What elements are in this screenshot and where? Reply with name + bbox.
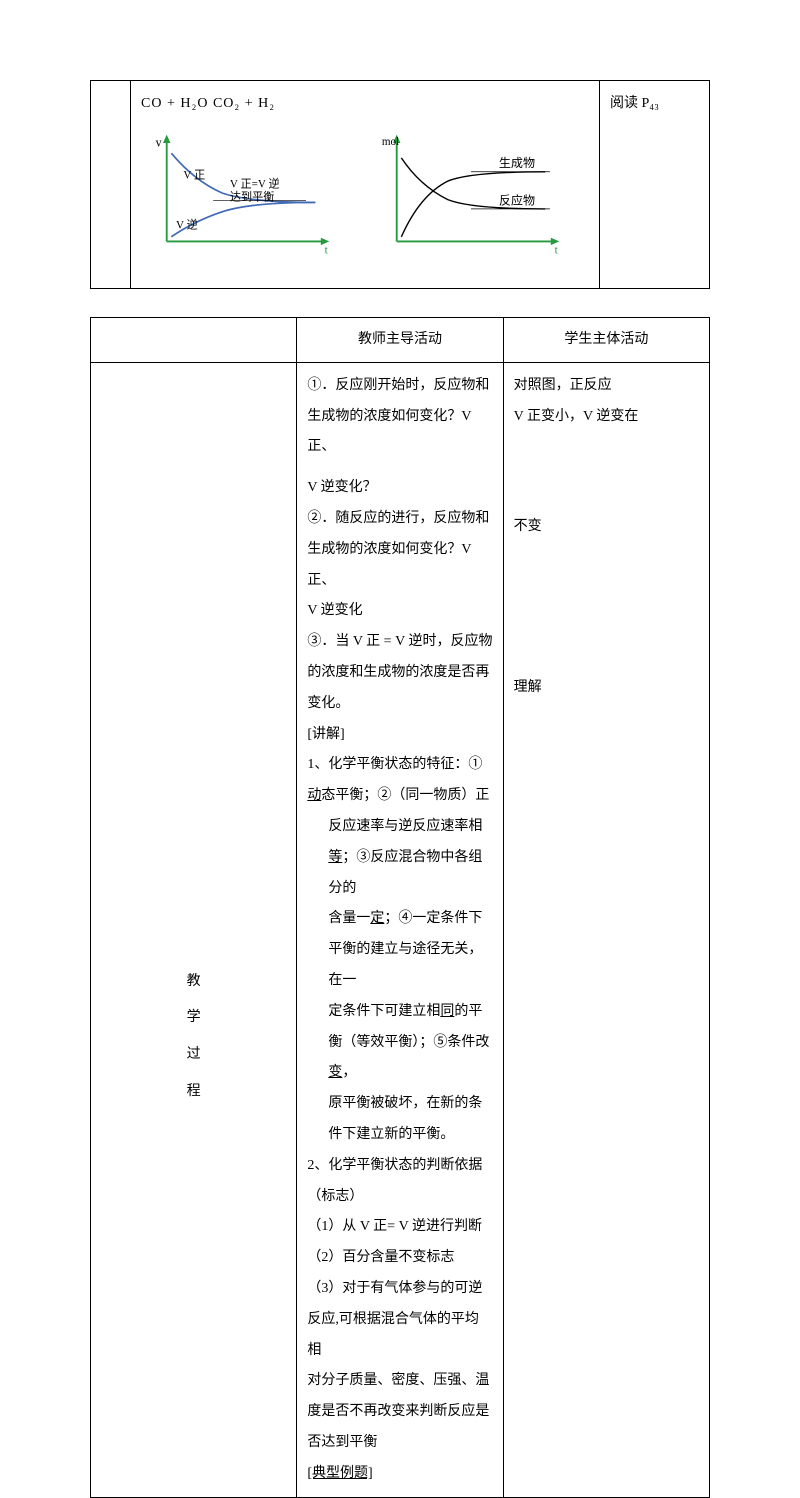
j3: （3）对于有气体参与的可逆反应,可根据混合气体的平均相 — [307, 1274, 492, 1366]
svg-text:v: v — [156, 136, 163, 150]
judge: 2、化学平衡状态的判断依据（标志） — [307, 1151, 492, 1213]
equation-table: CO + H₂O CO₂ + H₂ v t V 正 V 逆 — [90, 80, 710, 289]
mol-chart: mol t 生成物 反应物 — [371, 130, 571, 260]
q2b: V 逆变化 — [307, 596, 492, 627]
feat5: 原平衡被破坏，在新的条件下建立新的平衡。 — [307, 1089, 492, 1151]
feat2: 反应速率与逆反应速率相等；③反应混合物中各组分的 — [307, 812, 492, 904]
svg-text:t: t — [325, 244, 329, 256]
explain: [讲解] — [307, 720, 492, 751]
svg-text:生成物: 生成物 — [499, 156, 535, 170]
equation-text: CO + H₂O CO₂ + H₂ — [141, 89, 589, 120]
rate-chart: v t V 正 V 逆 V 正=V 逆 达到平衡 — [141, 130, 341, 260]
r2: V 正变小，V 逆变在 — [514, 402, 699, 433]
example: [典型例题] — [307, 1459, 492, 1490]
q1: ①．反应刚开始时，反应物和生成物的浓度如何变化？V 正、 — [307, 371, 492, 463]
feat1: 1、化学平衡状态的特征：①动态平衡；②（同一物质）正 — [307, 750, 492, 812]
header-empty — [91, 317, 297, 362]
svg-text:mol: mol — [382, 136, 399, 148]
student-activity: 对照图，正反应 V 正变小，V 逆变在 不变 理解 — [503, 362, 709, 1498]
q1b: V 逆变化？ — [307, 473, 492, 504]
j3c: 否达到平衡 — [307, 1428, 492, 1459]
j2: （2）百分含量不变标志 — [307, 1243, 492, 1274]
q3: ③．当 V 正 = V 逆时，反应物的浓度和生成物的浓度是否再 — [307, 627, 492, 689]
table1-left-empty — [91, 81, 131, 289]
q2: ②．随反应的进行，反应物和生成物的浓度如何变化？V 正、 — [307, 504, 492, 596]
r1: 对照图，正反应 — [514, 371, 699, 402]
svg-text:达到平衡: 达到平衡 — [230, 190, 275, 203]
j3b: 对分子质量、密度、压强、温度是否不再改变来判断反应是 — [307, 1366, 492, 1428]
teaching-table: 教师主导活动 学生主体活动 教 学 过 程 ①．反应刚开始时，反应物和生成物的浓… — [90, 317, 710, 1498]
header-student: 学生主体活动 — [503, 317, 709, 362]
chart-area: v t V 正 V 逆 V 正=V 逆 达到平衡 — [141, 130, 589, 260]
side-label: 教 学 过 程 — [91, 362, 297, 1498]
q3b: 变化。 — [307, 689, 492, 720]
table1-content: CO + H₂O CO₂ + H₂ v t V 正 V 逆 — [131, 81, 600, 289]
svg-text:t: t — [555, 244, 559, 256]
svg-text:V 正=V 逆: V 正=V 逆 — [230, 176, 280, 190]
feat4: 定条件下可建立相同的平衡（等效平衡）；⑤条件改变， — [307, 997, 492, 1089]
svg-text:V 逆: V 逆 — [176, 217, 198, 231]
svg-text:反应物: 反应物 — [499, 192, 535, 207]
r4: 理解 — [514, 673, 699, 704]
feat3: 含量一定；④一定条件下平衡的建立与途径无关，在一 — [307, 904, 492, 996]
header-teacher: 教师主导活动 — [297, 317, 503, 362]
r3: 不变 — [514, 512, 699, 543]
reading-note: 阅读 P₄₃ — [600, 81, 710, 289]
j1: （1）从 V 正= V 逆进行判断 — [307, 1212, 492, 1243]
svg-text:V 正: V 正 — [183, 169, 205, 181]
teacher-activity: ①．反应刚开始时，反应物和生成物的浓度如何变化？V 正、 V 逆变化？ ②．随反… — [297, 362, 503, 1498]
